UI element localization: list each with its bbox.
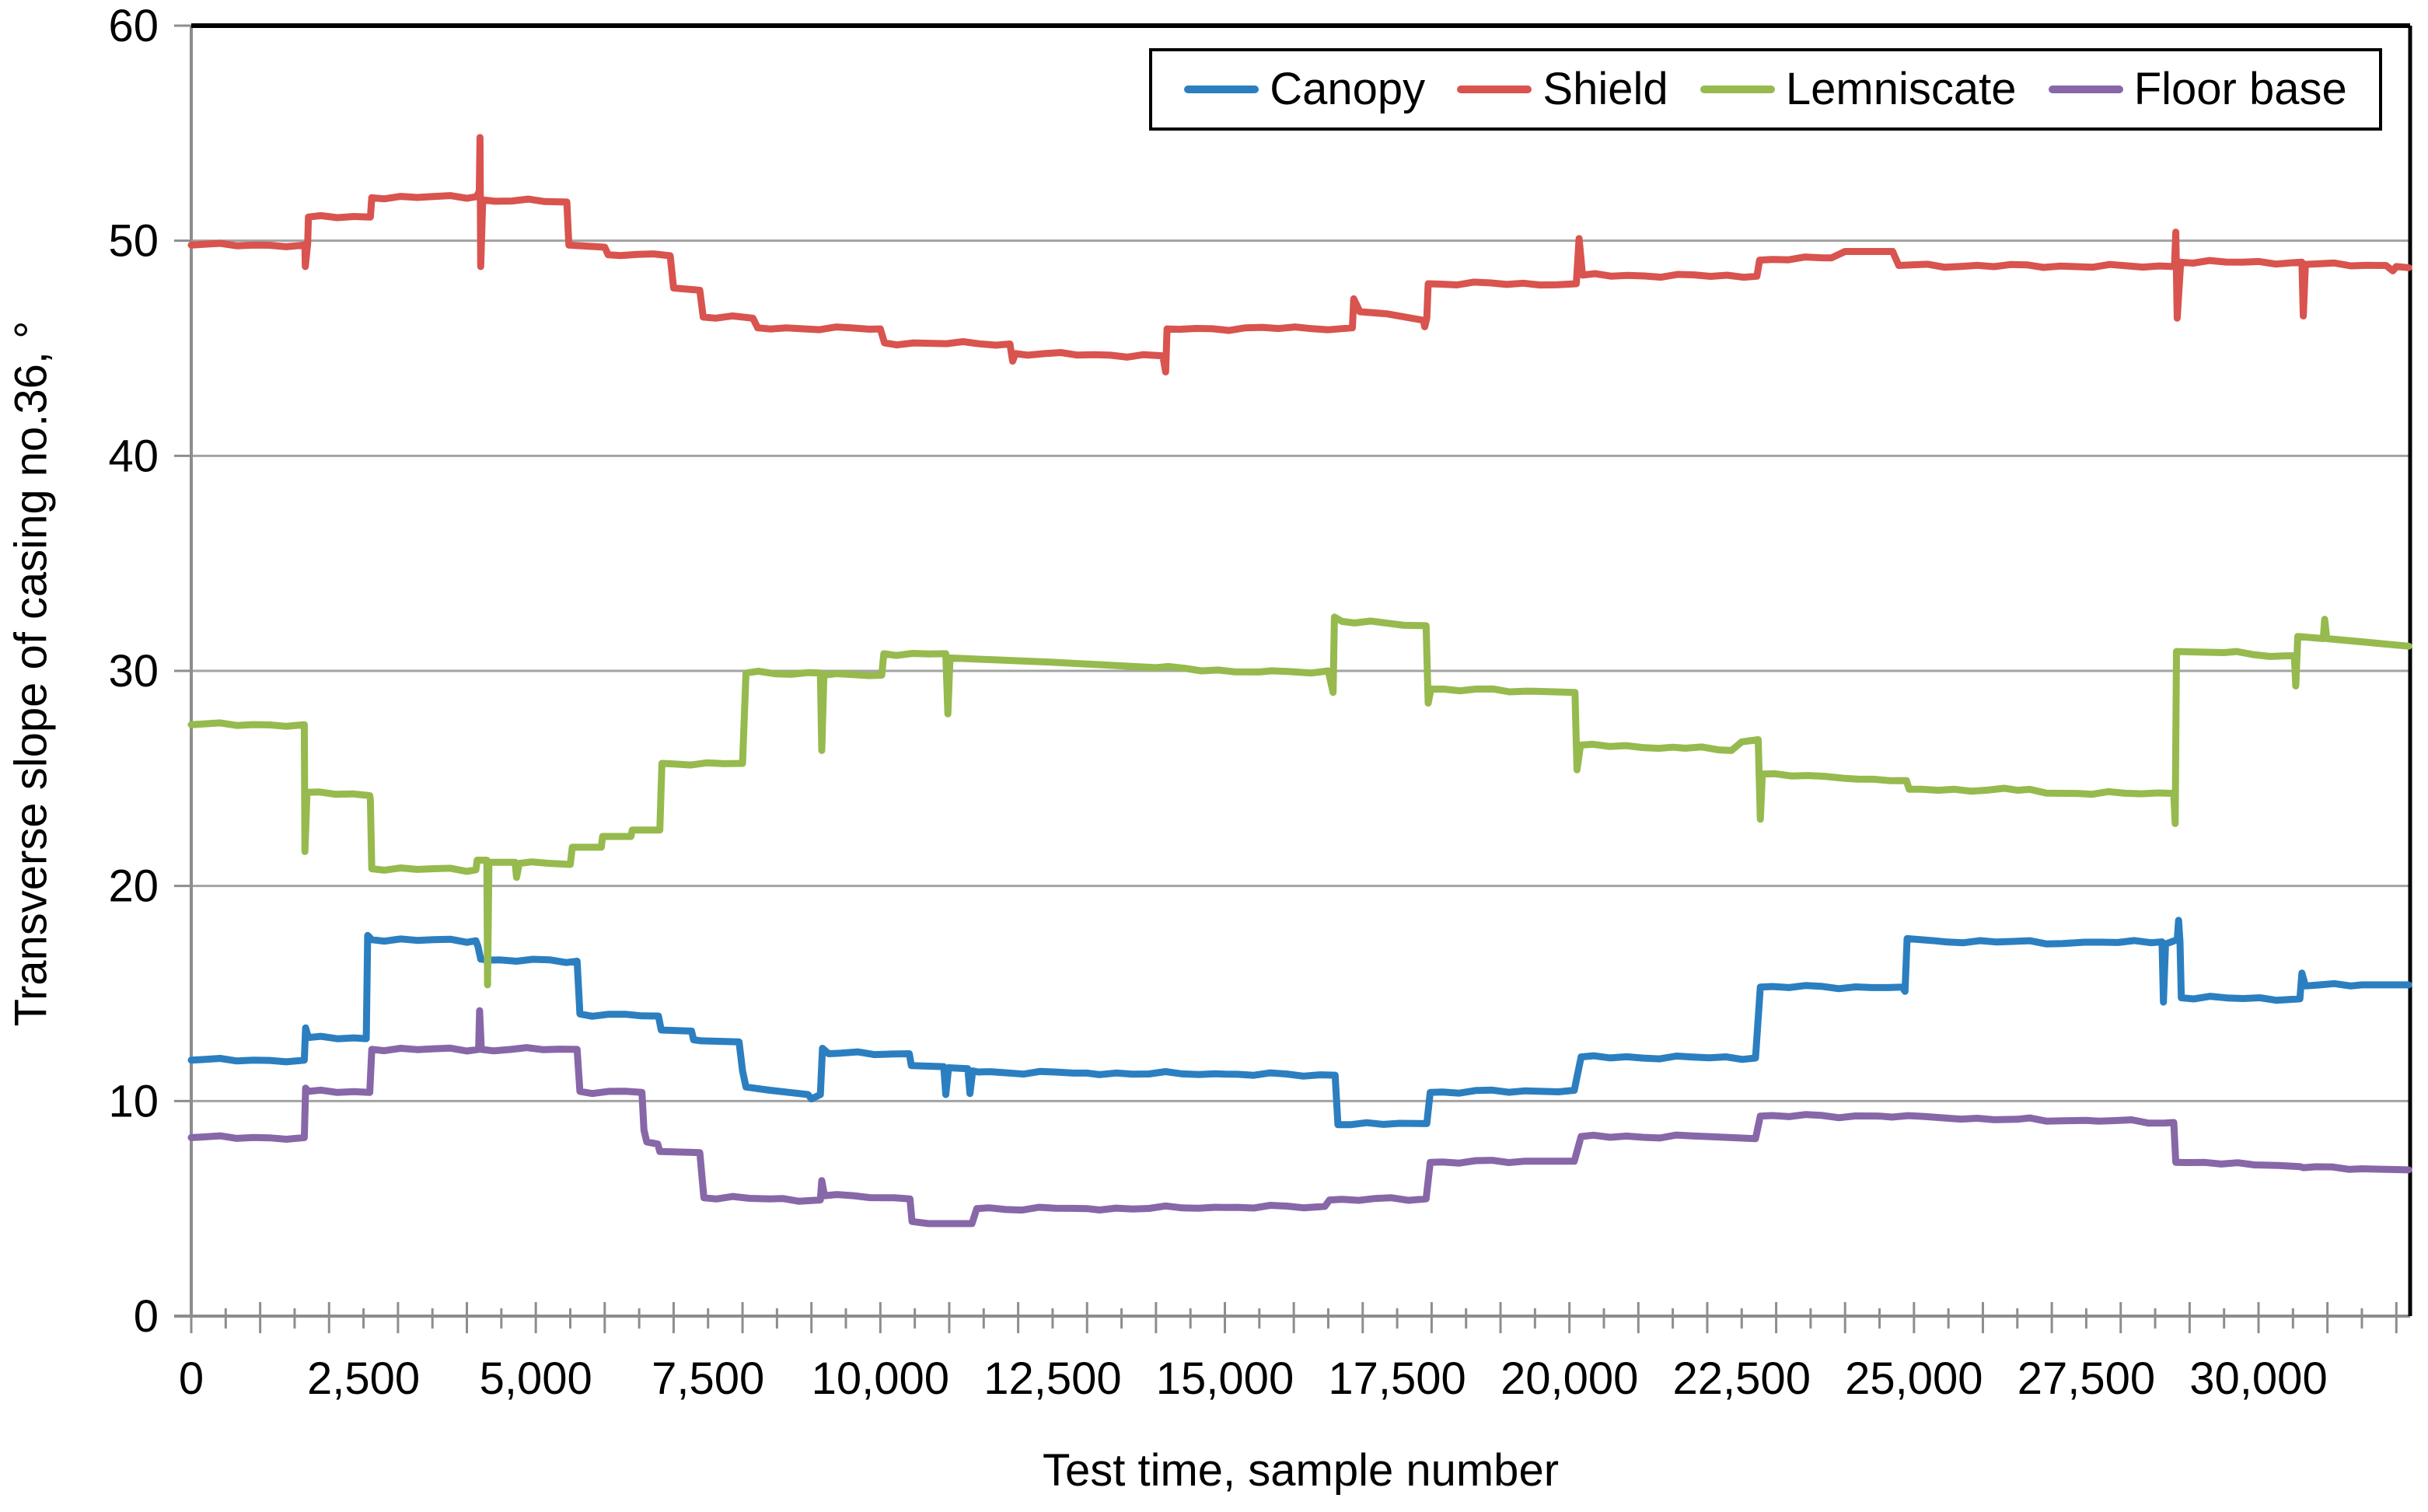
x-tick-label: 25,000 [1845, 1353, 1983, 1404]
x-tick-label: 20,000 [1500, 1353, 1638, 1404]
floor-base-line-swatch [2048, 86, 2123, 93]
y-tick-label: 20 [108, 861, 159, 912]
x-tick-label: 7,500 [652, 1353, 764, 1404]
x-tick-label: 2,500 [307, 1353, 420, 1404]
x-tick-label: 15,000 [1156, 1353, 1294, 1404]
legend-item-canopy: Canopy [1184, 67, 1425, 112]
legend-label-shield: Shield [1542, 64, 1668, 114]
y-tick-label: 40 [108, 431, 159, 481]
x-tick-label: 22,500 [1673, 1353, 1811, 1404]
x-tick-label: 27,500 [2018, 1353, 2155, 1404]
y-axis-title: Transverse slope of casing no.36, ° [5, 320, 57, 1027]
x-axis-title: Test time, sample number [1042, 1445, 1560, 1496]
y-tick-label: 60 [108, 1, 159, 51]
legend-label-floor-base: Floor base [2133, 64, 2347, 114]
y-tick-label: 50 [108, 216, 159, 267]
legend-item-shield: Shield [1457, 67, 1668, 112]
legend-item-lemniscate: Lemniscate [1700, 64, 2017, 114]
y-tick-label: 10 [108, 1076, 159, 1126]
x-tick-label: 12,500 [983, 1353, 1121, 1404]
x-tick-label: 30,000 [2189, 1353, 2327, 1404]
x-tick-label: 17,500 [1328, 1353, 1466, 1404]
y-tick-label: 30 [108, 646, 159, 697]
canopy-line-swatch [1184, 86, 1259, 93]
series-line-lemniscate [187, 613, 2412, 989]
x-tick-label: 10,000 [812, 1353, 949, 1404]
series-line-floor-base [187, 1007, 2412, 1227]
legend-item-floor-base: Floor base [2048, 64, 2347, 114]
legend-label-canopy: Canopy [1270, 64, 1426, 114]
series-line-canopy [187, 917, 2412, 1129]
chart-legend: Canopy Shield Lemniscate Floor base [1149, 48, 2382, 131]
legend-label-lemniscate: Lemniscate [1785, 64, 2017, 114]
series-line-shield [187, 134, 2412, 375]
x-tick-label: 0 [179, 1353, 204, 1404]
shield-line-swatch [1457, 86, 1532, 93]
y-tick-label: 0 [134, 1291, 159, 1342]
x-tick-label: 5,000 [480, 1353, 592, 1404]
lemniscate-line-swatch [1700, 86, 1775, 93]
